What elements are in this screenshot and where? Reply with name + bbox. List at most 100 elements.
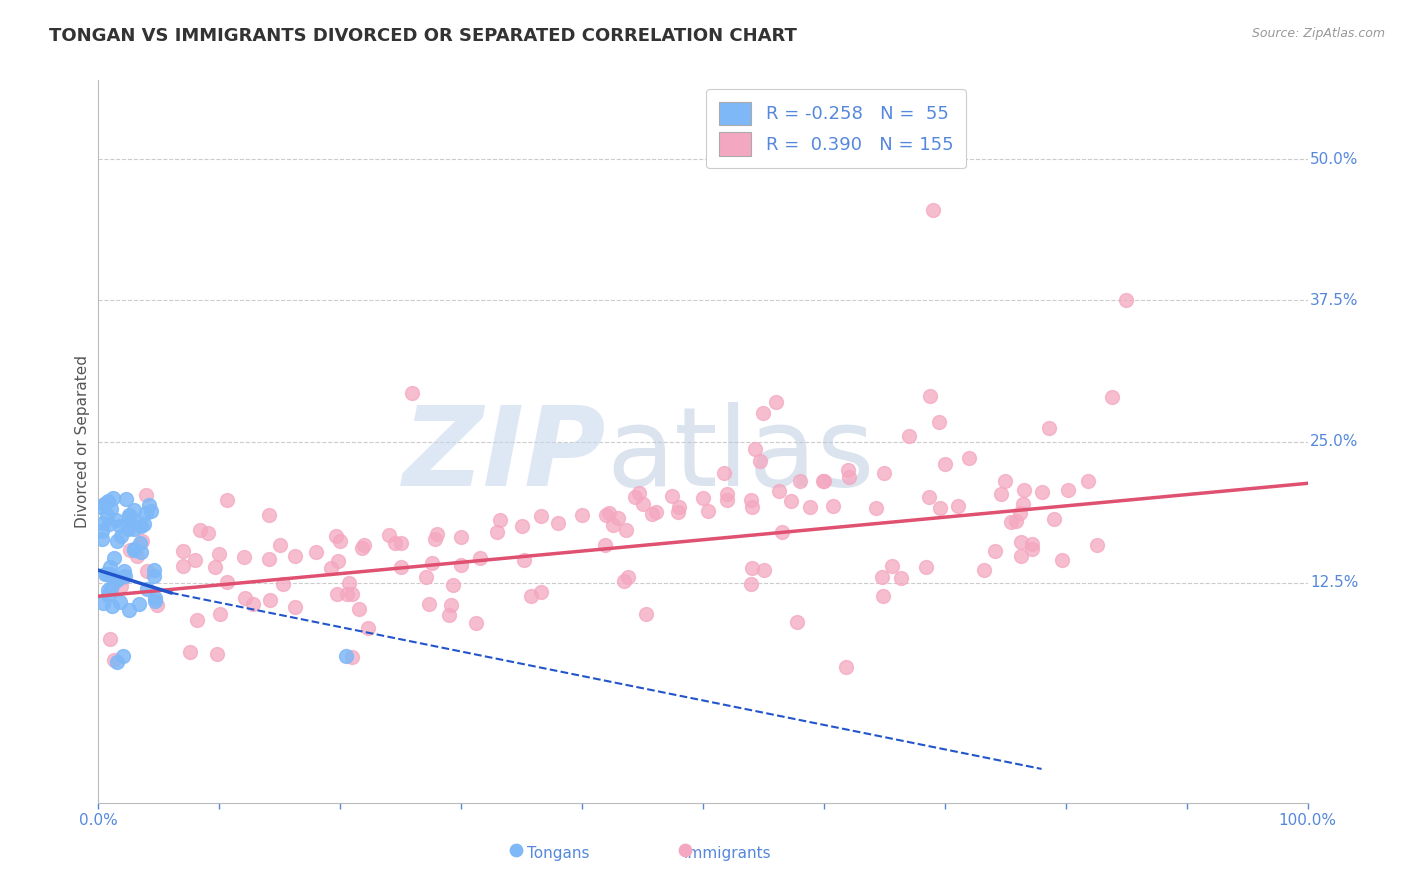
Point xyxy=(384,535,406,549)
Point xyxy=(103,652,125,666)
Point xyxy=(90,500,112,514)
Point xyxy=(666,505,689,519)
Point xyxy=(789,474,811,488)
Point xyxy=(799,500,821,514)
Point xyxy=(204,559,226,574)
Point xyxy=(837,463,859,477)
Point xyxy=(124,542,146,557)
Point xyxy=(530,585,553,599)
Point xyxy=(335,648,357,663)
Point xyxy=(108,519,131,533)
Point xyxy=(91,595,114,609)
Point xyxy=(623,490,645,504)
Point xyxy=(321,560,343,574)
Point xyxy=(337,576,360,591)
Point xyxy=(350,541,373,556)
Point xyxy=(661,489,683,503)
Point xyxy=(389,536,412,550)
Point xyxy=(257,508,280,522)
Point xyxy=(929,500,952,515)
Point xyxy=(614,523,637,537)
Point xyxy=(872,589,894,603)
Point xyxy=(90,532,112,546)
Text: Source: ZipAtlas.com: Source: ZipAtlas.com xyxy=(1251,27,1385,40)
Point xyxy=(105,574,128,588)
Point xyxy=(271,577,294,591)
Point xyxy=(340,587,363,601)
Point xyxy=(184,553,207,567)
Point xyxy=(118,603,141,617)
Point xyxy=(1085,538,1108,552)
Point xyxy=(426,527,449,541)
Point xyxy=(120,542,142,557)
Point xyxy=(607,511,630,525)
Point xyxy=(357,621,380,635)
Point xyxy=(94,566,117,581)
Point xyxy=(105,513,128,527)
Point xyxy=(143,591,166,605)
Point xyxy=(470,550,492,565)
Point xyxy=(752,563,775,577)
Point xyxy=(921,203,943,218)
Point xyxy=(197,526,219,541)
Legend: R = -0.258   N =  55, R =  0.390   N = 155: R = -0.258 N = 55, R = 0.390 N = 155 xyxy=(706,89,966,169)
Point xyxy=(486,524,509,539)
Point xyxy=(91,524,114,538)
Point xyxy=(813,474,835,488)
Point xyxy=(179,645,201,659)
Point xyxy=(668,500,690,514)
Point xyxy=(100,502,122,516)
Point xyxy=(1038,420,1060,434)
Point xyxy=(98,516,121,531)
Point xyxy=(98,632,121,647)
Point xyxy=(697,503,720,517)
Point xyxy=(1010,549,1032,564)
Point xyxy=(990,486,1012,500)
Point xyxy=(631,497,654,511)
Point xyxy=(465,616,488,631)
Point xyxy=(135,507,157,521)
Point xyxy=(749,453,772,467)
Text: 50.0%: 50.0% xyxy=(1310,152,1358,167)
Point xyxy=(692,491,714,505)
Point xyxy=(744,442,766,457)
Point xyxy=(110,579,132,593)
Point xyxy=(142,563,165,577)
Point xyxy=(420,556,443,570)
Point xyxy=(103,550,125,565)
Point xyxy=(135,488,157,502)
Point xyxy=(934,457,956,471)
Point xyxy=(105,533,128,548)
Point xyxy=(326,587,349,601)
Point xyxy=(423,533,446,547)
Point xyxy=(122,542,145,557)
Point xyxy=(91,516,114,531)
Point xyxy=(823,499,845,513)
Point xyxy=(209,607,232,622)
Point xyxy=(1005,514,1028,528)
Point xyxy=(510,519,533,533)
Point xyxy=(440,598,463,612)
Point xyxy=(136,582,159,596)
Point xyxy=(188,523,211,537)
Point xyxy=(172,558,194,573)
Point xyxy=(890,571,912,585)
Point xyxy=(284,549,307,563)
Point xyxy=(111,570,134,584)
Point xyxy=(439,608,461,623)
Point xyxy=(112,564,135,578)
Point xyxy=(946,499,969,513)
Point xyxy=(131,533,153,548)
Point xyxy=(128,597,150,611)
Point xyxy=(741,560,763,574)
Point xyxy=(984,544,1007,558)
Point xyxy=(1115,293,1137,308)
Point xyxy=(1008,507,1031,521)
Point xyxy=(770,524,793,539)
Point xyxy=(336,587,359,601)
Point xyxy=(1011,497,1033,511)
Text: ZIP: ZIP xyxy=(402,402,606,509)
Point xyxy=(870,570,893,584)
Point xyxy=(865,501,887,516)
Point xyxy=(205,647,228,661)
